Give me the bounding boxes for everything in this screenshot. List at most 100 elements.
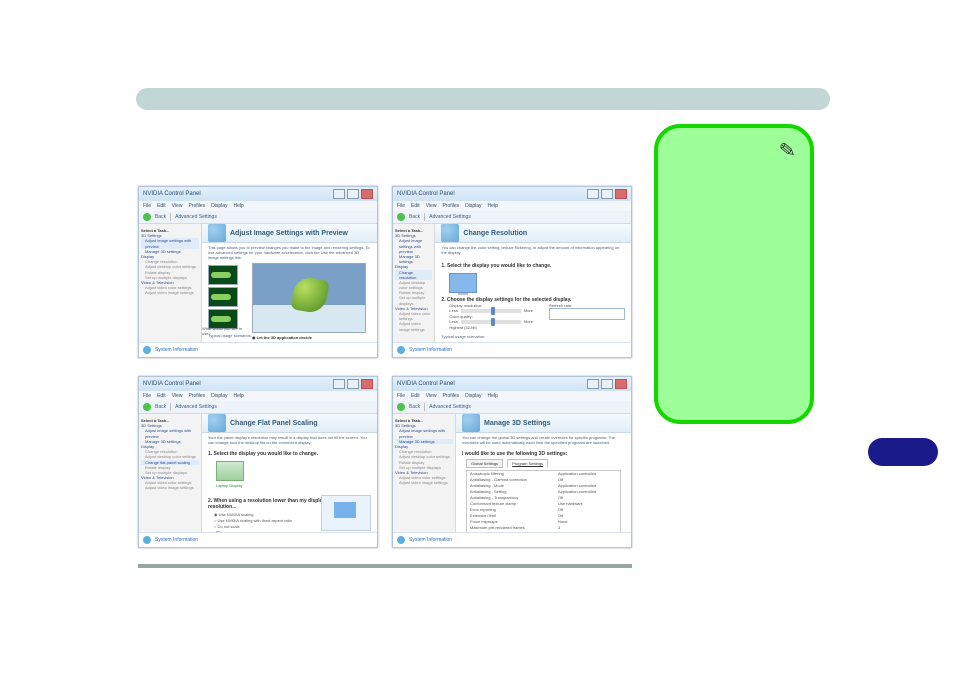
preview-thumb[interactable] [208, 287, 238, 307]
menu-profiles[interactable]: Profiles [442, 203, 459, 209]
menu-profiles[interactable]: Profiles [442, 393, 459, 399]
panel-manage-3d-settings: NVIDIA Control Panel File Edit View Prof… [392, 376, 632, 548]
sidebar-item-adjust-image[interactable]: Adjust image settings with preview [141, 428, 199, 438]
menu-view[interactable]: View [172, 203, 183, 209]
minimize-button[interactable] [333, 189, 345, 199]
menu-profiles[interactable]: Profiles [188, 203, 205, 209]
monitor-icon[interactable] [216, 461, 244, 481]
radio-option[interactable]: ○ Use the advanced 3D image settings [252, 341, 328, 342]
system-info-link[interactable]: System Information [155, 537, 198, 543]
minimize-button[interactable] [333, 379, 345, 389]
back-label[interactable]: Back [155, 214, 166, 220]
monitor-icon[interactable] [449, 273, 477, 293]
menu-view[interactable]: View [172, 393, 183, 399]
sidebar-item-vimage[interactable]: Adjust video image settings [395, 321, 432, 331]
table-row[interactable]: Multi-display/mixed-GPU accelerationMult… [467, 531, 620, 532]
menu-help[interactable]: Help [488, 393, 498, 399]
task-sidebar: Select a Task... 3D Settings Adjust imag… [393, 224, 435, 342]
sidebar-item-multi[interactable]: Set up multiple displays [395, 295, 432, 305]
menu-display[interactable]: Display [465, 203, 481, 209]
menu-edit[interactable]: Edit [411, 203, 420, 209]
sidebar-item-color[interactable]: Adjust desktop color settings [141, 454, 199, 459]
close-button[interactable] [361, 189, 373, 199]
slider-lo: Less [449, 319, 457, 324]
monitor-label: Laptop Display [216, 483, 371, 488]
advanced-settings-link[interactable]: Advanced Settings [429, 404, 471, 410]
maximize-button[interactable] [347, 189, 359, 199]
close-button[interactable] [361, 379, 373, 389]
nvidia-logo-3d [290, 276, 329, 315]
menu-profiles[interactable]: Profiles [188, 393, 205, 399]
sidebar-item-adjust-image[interactable]: Adjust image settings with preview [141, 238, 199, 248]
section-1-label: 1. Select the display you would like to … [441, 263, 625, 269]
feature-cell: Multi-display/mixed-GPU acceleration [467, 531, 555, 532]
maximize-button[interactable] [601, 189, 613, 199]
tab-program[interactable]: Program Settings [507, 459, 548, 468]
main-desc: You can change the color setting, reduce… [435, 243, 631, 259]
close-button[interactable] [615, 379, 627, 389]
close-button[interactable] [615, 189, 627, 199]
sidebar-item-color[interactable]: Adjust desktop color settings [141, 264, 199, 269]
window-buttons [587, 189, 627, 199]
maximize-button[interactable] [347, 379, 359, 389]
back-label[interactable]: Back [409, 214, 420, 220]
header-icon [208, 414, 226, 432]
menu-display[interactable]: Display [465, 393, 481, 399]
sidebar-item-manage-3d[interactable]: Manage 3D settings [395, 254, 432, 264]
menu-display[interactable]: Display [211, 203, 227, 209]
sidebar-item-vimage[interactable]: Adjust video image settings [141, 290, 199, 295]
main-desc: This page allows you to preview changes … [202, 243, 377, 263]
quality-slider[interactable] [461, 320, 521, 324]
refresh-combo[interactable] [549, 308, 625, 320]
task-sidebar: Select a Task... 3D Settings Adjust imag… [139, 224, 202, 342]
system-info-link[interactable]: System Information [155, 347, 198, 353]
back-label[interactable]: Back [155, 404, 166, 410]
panel-body: Select a Task... 3D Settings Adjust imag… [139, 414, 377, 532]
settings-tabs: Global Settings Program Settings [466, 459, 625, 468]
maximize-button[interactable] [601, 379, 613, 389]
sidebar-item-change-res[interactable]: Change resolution [395, 270, 432, 280]
advanced-settings-link[interactable]: Advanced Settings [175, 214, 217, 220]
sidebar-item-color[interactable]: Adjust desktop color settings [395, 280, 432, 290]
minimize-button[interactable] [587, 189, 599, 199]
menu-file[interactable]: File [397, 203, 405, 209]
tab-global[interactable]: Global Settings [466, 459, 503, 468]
menu-help[interactable]: Help [488, 203, 498, 209]
menu-help[interactable]: Help [234, 203, 244, 209]
menu-file[interactable]: File [143, 393, 151, 399]
menu-help[interactable]: Help [234, 393, 244, 399]
sidebar-item-adjust-image[interactable]: Adjust image settings with preview [395, 238, 432, 254]
header-icon [441, 224, 459, 242]
resolution-slider[interactable] [461, 309, 521, 313]
minimize-button[interactable] [587, 379, 599, 389]
main-desc: You can change the global 3D settings an… [456, 433, 631, 449]
panel-main: Change Resolution You can change the col… [435, 224, 631, 342]
back-icon[interactable] [397, 213, 405, 221]
main-content: I would like to use the following 3D set… [456, 449, 631, 532]
back-label[interactable]: Back [409, 404, 420, 410]
preview-thumb[interactable] [208, 265, 238, 285]
advanced-settings-link[interactable]: Advanced Settings [429, 214, 471, 220]
menu-bar: File Edit View Profiles Display Help [139, 201, 377, 211]
menu-edit[interactable]: Edit [157, 203, 166, 209]
side-pill-button[interactable] [868, 438, 938, 466]
advanced-settings-link[interactable]: Advanced Settings [175, 404, 217, 410]
system-info-link[interactable]: System Information [409, 537, 452, 543]
sidebar-item-vcolor[interactable]: Adjust video color settings [395, 311, 432, 321]
menu-edit[interactable]: Edit [157, 393, 166, 399]
menu-view[interactable]: View [426, 393, 437, 399]
menu-display[interactable]: Display [211, 393, 227, 399]
menu-view[interactable]: View [426, 203, 437, 209]
sidebar-item-color[interactable]: Adjust desktop color settings [395, 454, 453, 459]
radio-options: ◉ Let the 3D application decide ○ Use th… [252, 335, 328, 342]
sidebar-item-adjust-image[interactable]: Adjust image settings with preview [395, 428, 453, 438]
menu-file[interactable]: File [143, 203, 151, 209]
system-info-link[interactable]: System Information [409, 347, 452, 353]
back-icon[interactable] [143, 403, 151, 411]
back-icon[interactable] [397, 403, 405, 411]
back-icon[interactable] [143, 213, 151, 221]
menu-edit[interactable]: Edit [411, 393, 420, 399]
menu-file[interactable]: File [397, 393, 405, 399]
sidebar-item-vimage[interactable]: Adjust video image settings [141, 485, 199, 490]
sidebar-item-vimage[interactable]: Adjust video image settings [395, 480, 453, 485]
